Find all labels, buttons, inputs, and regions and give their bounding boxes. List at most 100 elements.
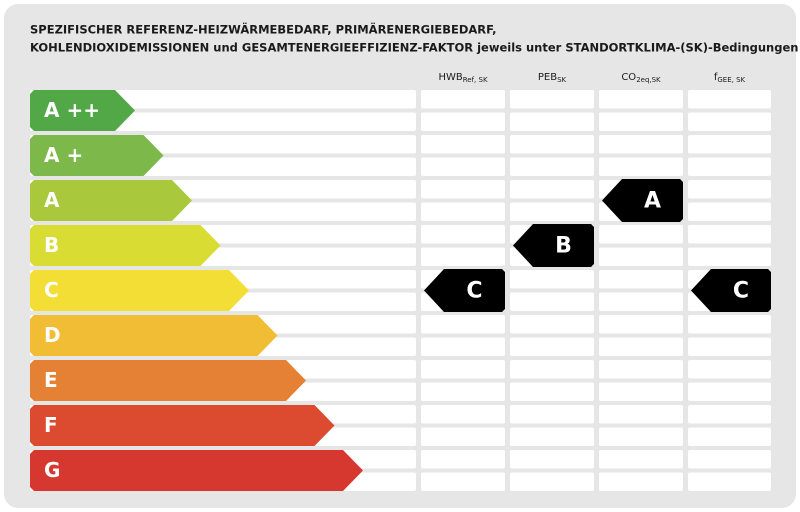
title-line: KOHLENDIOXIDEMISSIONEN und GESAMTENERGIE…: [30, 41, 798, 55]
row-stripe: [599, 337, 683, 356]
row-stripe: [688, 382, 771, 401]
row-stripe: [510, 112, 594, 131]
row-stripe: [599, 270, 683, 289]
row-stripe: [421, 472, 505, 491]
column-header-sub: Ref, SK: [463, 76, 488, 84]
class-arrow: [30, 90, 135, 131]
row-stripe: [421, 405, 505, 424]
row-stripe: [599, 315, 683, 334]
rating-marker: [424, 269, 505, 312]
rating-label: B: [555, 234, 572, 259]
row-stripe: [510, 337, 594, 356]
column-header-main: CO: [621, 72, 636, 83]
row-stripe: [688, 202, 771, 221]
class-arrow: [30, 450, 363, 491]
class-label: A: [44, 188, 60, 212]
row-stripe: [688, 405, 771, 424]
row-stripe: [688, 135, 771, 154]
row-stripe: [510, 472, 594, 491]
row-stripe: [510, 382, 594, 401]
class-label: A +: [44, 143, 83, 167]
column-header-sub: SK: [557, 76, 566, 84]
row-stripe: [688, 472, 771, 491]
class-label: G: [44, 458, 60, 482]
class-arrow: [30, 135, 164, 176]
row-stripe: [688, 450, 771, 469]
row-stripe: [599, 112, 683, 131]
row-stripe: [599, 427, 683, 446]
class-label: C: [44, 278, 59, 302]
row-stripe: [599, 450, 683, 469]
row-stripe: [421, 202, 505, 221]
rating-marker: [691, 269, 771, 312]
row-stripe: [510, 180, 594, 199]
column-header-sub: 2eq,SK: [636, 76, 661, 84]
row-stripe: [421, 427, 505, 446]
class-label: A ++: [44, 98, 100, 122]
row-stripe: [421, 90, 505, 109]
class-arrow: [30, 315, 278, 356]
row-stripe: [688, 337, 771, 356]
row-stripe: [421, 337, 505, 356]
class-label: F: [44, 413, 58, 437]
class-label: B: [44, 233, 59, 257]
row-stripe: [510, 202, 594, 221]
class-arrow: [30, 270, 249, 311]
column-header: CO2eq,SK: [621, 72, 661, 84]
class-arrow: [30, 225, 221, 266]
row-stripe: [688, 180, 771, 199]
row-stripe: [510, 292, 594, 311]
column-header: HWBRef, SK: [438, 72, 487, 84]
row-stripe: [599, 225, 683, 244]
rating-label: C: [733, 279, 749, 304]
row-stripe: [688, 360, 771, 379]
row-stripe: [688, 427, 771, 446]
column-header-main: f: [714, 72, 718, 83]
rating-marker: [513, 224, 594, 267]
class-arrow: [30, 360, 306, 401]
column-header-sub: GEE, SK: [717, 76, 745, 84]
column-header: PEBSK: [538, 72, 567, 84]
row-stripe: [599, 90, 683, 109]
row-stripe: [421, 157, 505, 176]
class-arrow: [30, 180, 192, 221]
row-stripe: [421, 450, 505, 469]
row-stripe: [688, 157, 771, 176]
row-stripe: [599, 405, 683, 424]
row-stripe: [421, 135, 505, 154]
column-header-main: HWB: [438, 72, 462, 83]
row-stripe: [599, 382, 683, 401]
row-stripe: [688, 90, 771, 109]
title-line: SPEZIFISCHER REFERENZ-HEIZWÄRMEBEDARF, P…: [30, 22, 497, 37]
row-stripe: [599, 247, 683, 266]
row-stripe: [510, 315, 594, 334]
row-stripe: [510, 405, 594, 424]
column-header-main: PEB: [538, 72, 557, 83]
row-stripe: [510, 360, 594, 379]
row-stripe: [599, 157, 683, 176]
column-header: fGEE, SK: [714, 72, 746, 84]
row-stripe: [421, 247, 505, 266]
class-arrow: [30, 405, 335, 446]
row-stripe: [421, 225, 505, 244]
row-stripe: [510, 157, 594, 176]
row-stripe: [599, 292, 683, 311]
class-label: D: [44, 323, 61, 347]
row-stripe: [510, 135, 594, 154]
row-stripe: [688, 247, 771, 266]
rating-label: A: [644, 189, 661, 214]
class-label: E: [44, 368, 58, 392]
row-stripe: [421, 315, 505, 334]
row-stripe: [510, 450, 594, 469]
row-stripe: [421, 180, 505, 199]
row-stripe: [421, 112, 505, 131]
row-stripe: [688, 112, 771, 131]
row-stripe: [688, 315, 771, 334]
row-stripe: [599, 360, 683, 379]
row-stripe: [510, 270, 594, 289]
row-stripe: [599, 472, 683, 491]
row-stripe: [421, 382, 505, 401]
row-stripe: [599, 135, 683, 154]
